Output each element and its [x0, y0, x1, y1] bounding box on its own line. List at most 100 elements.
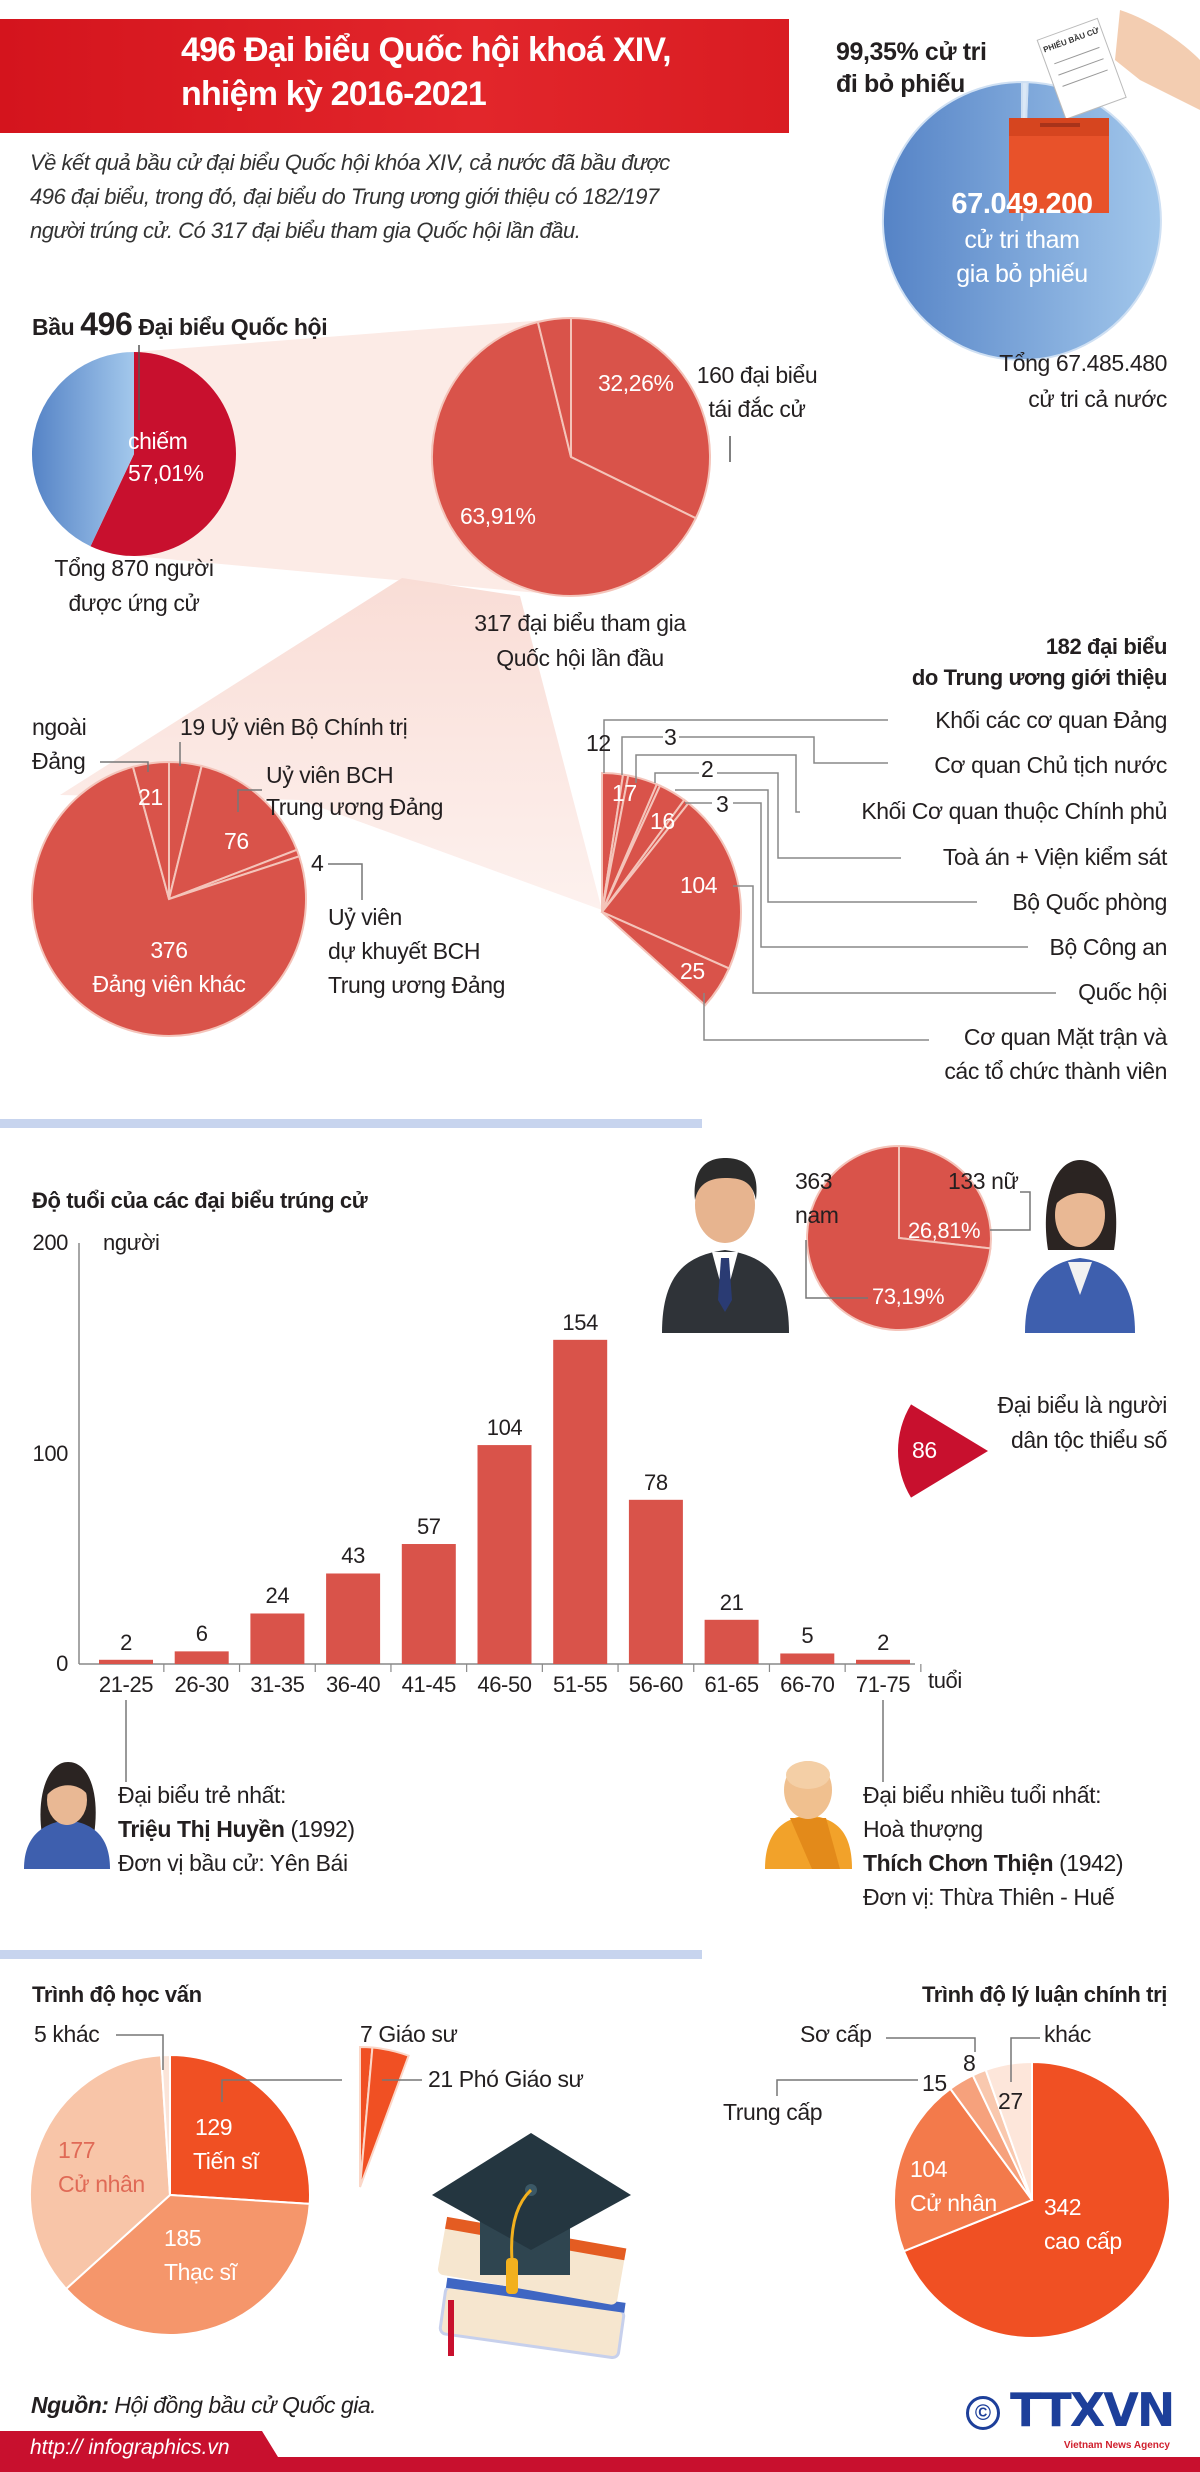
bar-61-65 [704, 1619, 759, 1664]
source-note: Nguồn: Hội đồng bầu cử Quốc gia. [31, 2392, 376, 2419]
reelected-label-2: tái đắc cử [708, 396, 806, 422]
fan-value: 2 [701, 756, 714, 782]
x-tick-label: 71-75 [855, 1672, 911, 1697]
pol-other-label: khác [1044, 2021, 1091, 2047]
x-tick-label: 56-60 [628, 1672, 684, 1697]
education-slice-3 [160, 2053, 171, 2196]
bar-36-40 [326, 1573, 381, 1664]
total-candidates: Tổng 870 người [54, 555, 214, 581]
oldest-year: (1942) [1053, 1850, 1124, 1876]
assoc-professor-label: 21 Phó Giáo sư [428, 2066, 584, 2092]
website-link[interactable]: http:// infographics.vn [30, 2436, 230, 2459]
y-tick-label: 100 [32, 1440, 68, 1466]
intro-line: 496 đại biểu, trong đó, đại biểu do Trun… [30, 184, 659, 209]
male-count: 363 [795, 1168, 833, 1194]
intro-paragraph: Về kết quả bầu cử đại biểu Quốc hội khóa… [30, 146, 670, 248]
fan-value: 17 [612, 780, 637, 806]
title-prefix: Bầu [32, 314, 75, 340]
hand-icon [1115, 10, 1200, 110]
bar-41-45 [401, 1544, 456, 1664]
central-title: 182 đại biểu [1045, 634, 1168, 659]
elementary-value: 8 [963, 2050, 976, 2076]
x-tick-label: 41-45 [401, 1672, 457, 1697]
reelection-slice-1 [431, 320, 698, 597]
minority-value: 86 [912, 1437, 937, 1463]
candidates-slice-0 [90, 352, 236, 556]
non-party-value: 21 [138, 784, 163, 810]
graduation-cap-books-icon [432, 2133, 631, 2360]
intermediate-label: Trung cấp [723, 2099, 823, 2125]
bar-value-label: 24 [265, 1583, 290, 1609]
bachelor-value: 177 [58, 2137, 96, 2163]
candidates-slice-1 [31, 351, 134, 547]
education-slice-1 [64, 2193, 311, 2336]
x-tick-label: 51-55 [553, 1672, 608, 1697]
bar-value-label: 6 [195, 1621, 208, 1647]
education-slice-0 [169, 2053, 311, 2205]
non-party-label-2: Đảng [32, 748, 86, 774]
connection-band-bottom [60, 578, 602, 910]
total-candidates-2: được ứng cử [68, 590, 200, 616]
central-leader-lines [603, 719, 1056, 1041]
gender-pie [806, 1144, 992, 1331]
reelection-slice-2 [536, 316, 572, 458]
advanced-value: 342 [1044, 2194, 1082, 2220]
bar-66-70 [780, 1653, 835, 1664]
gender-slice-0 [898, 1144, 992, 1250]
bar-56-60 [628, 1499, 683, 1664]
masters-value: 185 [164, 2225, 202, 2251]
fan-label: Bộ Công an [1049, 934, 1168, 960]
intro-line: người trúng cử. Có 317 đại biểu tham gia… [30, 218, 581, 243]
political-title: Trình độ lý luận chính trị [921, 1982, 1167, 2007]
party-pie [31, 760, 307, 1037]
alternate-label-3: Trung ương Đảng [328, 972, 506, 998]
reelected-label: 160 đại biểu [696, 362, 818, 388]
reelected-percent: 32,26% [598, 370, 674, 396]
alternate-value: 4 [311, 850, 324, 876]
gender-leader-lines [805, 1191, 1031, 1299]
pol-bachelor-label: Cử nhân [910, 2190, 997, 2216]
oldest-name-line: Thích Chơn Thiện (1942) [863, 1850, 1124, 1876]
fan-value: 16 [650, 808, 675, 834]
masters-label: Thạc sĩ [164, 2259, 237, 2285]
title-suffix: Đại biểu Quốc hội [138, 314, 328, 340]
fan-value: 104 [680, 872, 718, 898]
central-committee-label: Uỷ viên BCH [266, 762, 394, 788]
age-leader-lines [125, 1700, 884, 1782]
education-leader-lines [116, 2034, 422, 2102]
elementary-label: Sơ cấp [800, 2021, 872, 2047]
youngest-year: (1992) [284, 1816, 355, 1842]
central-fan-pie [600, 771, 742, 1007]
ttxvn-logo: TTXVN [1010, 2383, 1175, 2437]
bar-value-label: 57 [416, 1514, 441, 1539]
education-pie [29, 2045, 410, 2336]
fan-label: Quốc hội [1078, 979, 1167, 1005]
intro-line: Về kết quả bầu cử đại biểu Quốc hội khóa… [30, 150, 670, 175]
title-line-1: 496 Đại biểu Quốc hội khoá XIV, [181, 31, 672, 69]
female-count: 133 nữ [948, 1168, 1019, 1194]
bachelor-label: Cử nhân [58, 2171, 145, 2197]
fan-label: các tổ chức thành viên [944, 1058, 1167, 1084]
x-tick-label: 36-40 [325, 1672, 381, 1697]
minority-slice-0 [898, 1404, 988, 1498]
title-number: 496 [80, 306, 133, 342]
reelection-slice-0 [570, 316, 711, 520]
turnout-headline: 99,35% cử tri [836, 38, 987, 66]
bar-value-label: 21 [719, 1589, 744, 1615]
fan-label: Toà án + Viện kiểm sát [942, 844, 1168, 870]
female-avatar-icon [1025, 1160, 1135, 1333]
other-members-value: 376 [150, 937, 188, 963]
youngest-delegate-avatar-icon [24, 1762, 110, 1869]
bar-31-35 [250, 1613, 305, 1664]
youngest-name-line: Triệu Thị Huyền (1992) [118, 1816, 355, 1842]
source-text: Hội đồng bầu cử Quốc gia. [108, 2392, 376, 2418]
turnout-headline-2: đi bỏ phiếu [836, 70, 965, 98]
fan-label: Cơ quan Chủ tịch nước [934, 752, 1167, 778]
copyright-icon: © [966, 2396, 1000, 2430]
x-tick-label: 61-65 [704, 1672, 759, 1697]
x-axis-label: tuổi [928, 1668, 962, 1693]
ballot-illustration: PHIẾU BẦU CỬ [1009, 10, 1200, 213]
bar-26-30 [174, 1651, 229, 1664]
central-title-2: do Trung ương giới thiệu [911, 665, 1168, 690]
female-percent: 26,81% [908, 1218, 981, 1243]
